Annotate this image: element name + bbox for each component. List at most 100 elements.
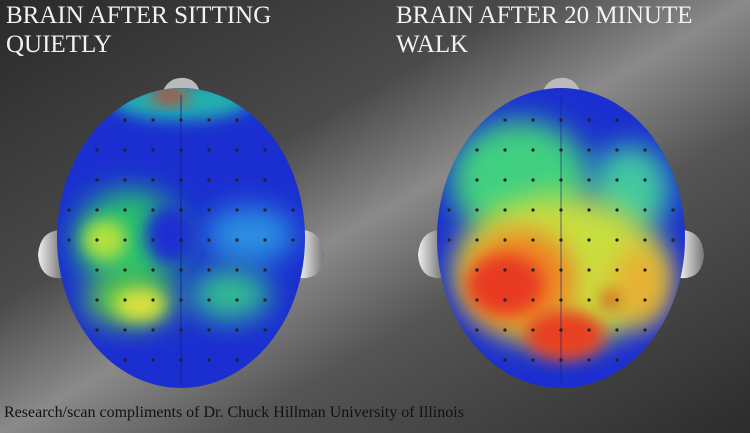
electrode-dot	[587, 208, 591, 212]
electrode-dot	[531, 328, 535, 332]
electrode-dot	[531, 268, 535, 272]
electrode-dot	[615, 238, 619, 242]
panel-title: BRAIN AFTER 20 MINUTE	[396, 2, 693, 29]
electrode-dot	[615, 118, 619, 122]
electrode-dot	[503, 358, 507, 362]
electrode-dot	[559, 328, 563, 332]
electrode-dot	[95, 208, 99, 212]
electrode-dot	[95, 298, 99, 302]
electrode-dot	[531, 118, 535, 122]
electrode-dot	[235, 328, 239, 332]
electrode-dot	[263, 328, 267, 332]
electrode-dot	[447, 238, 451, 242]
electrode-dot	[615, 268, 619, 272]
electrode-dot	[643, 268, 647, 272]
electrode-dot	[643, 238, 647, 242]
electrode-dot	[151, 268, 155, 272]
electrode-dot	[123, 208, 127, 212]
electrode-dot	[559, 178, 563, 182]
electrode-dot	[615, 178, 619, 182]
electrode-dot	[151, 148, 155, 152]
electrode-dot	[235, 148, 239, 152]
electrode-dot	[123, 118, 127, 122]
electrode-dot	[207, 238, 211, 242]
electrode-dot	[123, 178, 127, 182]
electrode-dot	[475, 178, 479, 182]
electrode-dot	[95, 238, 99, 242]
electrode-dot	[559, 358, 563, 362]
electrode-dot	[531, 358, 535, 362]
electrode-dot	[615, 298, 619, 302]
electrode-dot	[559, 238, 563, 242]
electrode-dot	[95, 178, 99, 182]
electrode-dot	[447, 208, 451, 212]
electrode-dot	[123, 328, 127, 332]
electrode-dot	[123, 268, 127, 272]
electrode-dot	[291, 238, 295, 242]
electrode-dot	[503, 238, 507, 242]
electrode-dot	[179, 358, 183, 362]
brain-scan-right	[418, 77, 704, 388]
electrode-dot	[235, 358, 239, 362]
electrode-dot	[475, 148, 479, 152]
electrode-dot	[263, 268, 267, 272]
electrode-dot	[207, 358, 211, 362]
electrode-dot	[67, 238, 71, 242]
electrode-dot	[587, 148, 591, 152]
electrode-dot	[263, 178, 267, 182]
electrode-dot	[643, 328, 647, 332]
electrode-dot	[95, 148, 99, 152]
electrode-dot	[235, 298, 239, 302]
electrode-dot	[179, 208, 183, 212]
electrode-dot	[123, 238, 127, 242]
electrode-dot	[151, 358, 155, 362]
electrode-dot	[643, 208, 647, 212]
electrode-dot	[151, 178, 155, 182]
electrode-dot	[179, 148, 183, 152]
electrode-dot	[235, 118, 239, 122]
electrode-dot	[207, 208, 211, 212]
electrode-dot	[587, 238, 591, 242]
electrode-dot	[503, 298, 507, 302]
electrode-dot	[179, 298, 183, 302]
electrode-dot	[95, 268, 99, 272]
caption: Research/scan compliments of Dr. Chuck H…	[4, 404, 464, 421]
electrode-dot	[179, 178, 183, 182]
panel-title: WALK	[396, 31, 468, 58]
electrode-dot	[587, 328, 591, 332]
electrode-dot	[179, 238, 183, 242]
electrode-dots	[67, 118, 675, 362]
electrode-dot	[671, 208, 675, 212]
electrode-dot	[475, 238, 479, 242]
electrode-dot	[531, 238, 535, 242]
electrode-dot	[531, 178, 535, 182]
electrode-dot	[179, 328, 183, 332]
electrode-dot	[263, 238, 267, 242]
electrode-dot	[235, 268, 239, 272]
electrode-dot	[615, 148, 619, 152]
electrode-dot	[235, 178, 239, 182]
electrode-dot	[235, 238, 239, 242]
electrode-dot	[207, 268, 211, 272]
electrode-dot	[531, 148, 535, 152]
electrode-dot	[151, 238, 155, 242]
electrode-dot	[151, 118, 155, 122]
electrode-dot	[503, 208, 507, 212]
electrode-dot	[559, 268, 563, 272]
electrode-dot	[291, 208, 295, 212]
panel-title: QUIETLY	[6, 31, 112, 58]
electrode-dot	[67, 208, 71, 212]
electrode-dot	[531, 298, 535, 302]
electrode-dot	[615, 358, 619, 362]
electrode-dot	[123, 298, 127, 302]
electrode-dot	[559, 298, 563, 302]
electrode-dot	[123, 358, 127, 362]
electrode-dot	[503, 148, 507, 152]
electrode-dot	[587, 268, 591, 272]
electrode-dot	[151, 298, 155, 302]
electrode-dot	[615, 208, 619, 212]
electrode-dot	[643, 298, 647, 302]
titles: BRAIN AFTER SITTING QUIETLY BRAIN AFTER …	[6, 2, 693, 58]
electrode-dot	[531, 208, 535, 212]
